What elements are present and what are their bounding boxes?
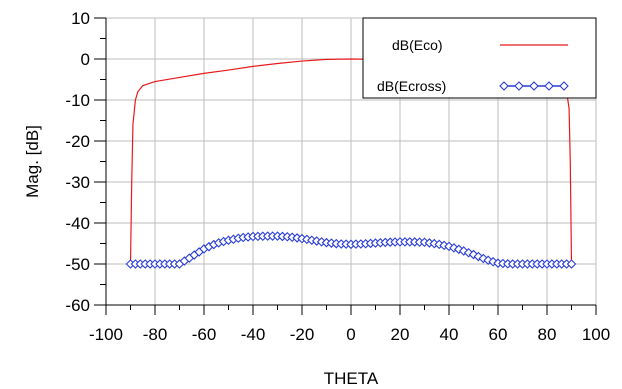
x-tick-label: -60: [192, 325, 217, 344]
x-tick-label: 20: [391, 325, 410, 344]
x-axis-title: THETA: [324, 369, 379, 388]
y-tick-label: -10: [65, 91, 90, 110]
y-axis-title: Mag. [dB]: [23, 125, 42, 198]
x-tick-label: 40: [440, 325, 459, 344]
y-tick-label: -30: [65, 173, 90, 192]
legend: dB(Eco) dB(Ecross): [362, 17, 597, 99]
y-tick-label: -40: [65, 214, 90, 233]
y-tick-label: 0: [81, 50, 90, 69]
legend-box: [362, 17, 597, 99]
y-tick-label: 10: [71, 9, 90, 28]
legend-marker: [544, 81, 554, 91]
legend-marker: [514, 81, 524, 91]
x-tick-label: -20: [290, 325, 315, 344]
legend-marker: [499, 81, 509, 91]
legend-marker: [559, 81, 569, 91]
x-tick-label: -40: [241, 325, 266, 344]
data-point: [566, 259, 577, 269]
y-tick-label: -60: [65, 296, 90, 315]
x-tick-label: 100: [582, 325, 610, 344]
x-tick-label: 80: [538, 325, 557, 344]
legend-marker: [529, 81, 539, 91]
x-tick-label: 0: [346, 325, 355, 344]
x-tick-label: 60: [489, 325, 508, 344]
series-layer: [125, 58, 577, 269]
legend-label-1: dB(Ecross): [377, 78, 446, 94]
data-point: [463, 247, 474, 258]
y-tick-label: -50: [65, 255, 90, 274]
x-tick-label: -80: [143, 325, 168, 344]
legend-label-0: dB(Eco): [392, 37, 443, 53]
x-tick-label: -100: [89, 325, 123, 344]
y-tick-label: -20: [65, 132, 90, 151]
